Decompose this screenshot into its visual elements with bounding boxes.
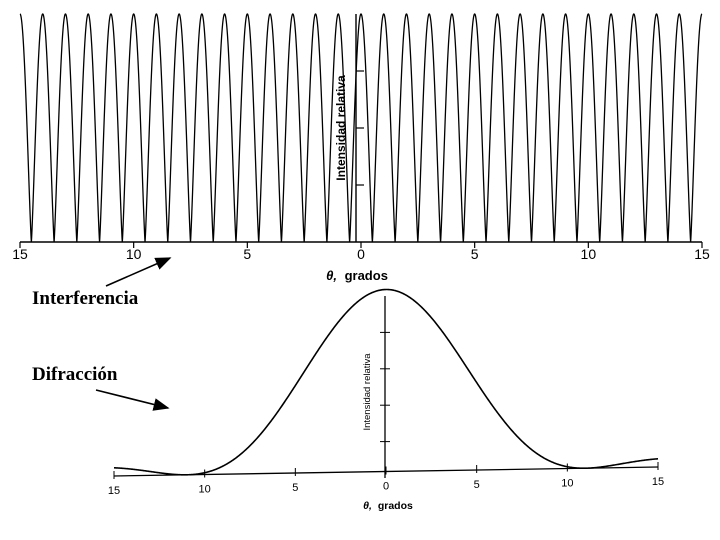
interference-x-tick-label: 10 — [126, 246, 142, 262]
diffraction-x-tick-label: 10 — [199, 484, 211, 496]
diffraction-chart: 15 10 5 0 5 10 15 Intensidad relativa θ, grado… — [108, 288, 664, 512]
diffraction-curve — [113, 288, 659, 476]
interference-y-axis-label: Intensidad relativa — [334, 75, 348, 181]
diffraction-x-axis-unit: grados — [378, 500, 413, 512]
diffraction-x-axis-label: θ, grados — [363, 500, 413, 512]
diffraction-x-tick-label: 5 — [474, 479, 480, 491]
diffraction-x-tick-label: 0 — [383, 481, 389, 493]
interference-curve — [19, 13, 703, 243]
interference-arrow — [105, 257, 172, 287]
diffraction-y-ticks — [380, 331, 390, 443]
interference-x-tick-label: 0 — [357, 246, 365, 262]
diffraction-label: Difracción — [32, 364, 118, 385]
diffraction-y-axis-label: Intensidad relativa — [362, 353, 373, 431]
interference-x-axis-label: θ, grados — [326, 268, 388, 283]
interference-x-tick-label: 10 — [581, 246, 597, 262]
interference-x-ticks: 15 10 5 0 5 10 15 — [12, 242, 710, 262]
interference-x-tick-label: 15 — [12, 246, 28, 262]
interference-chart: 15 10 5 0 5 10 15 Intensidad relativa θ, grado… — [12, 13, 710, 283]
interference-x-tick-label: 15 — [694, 246, 710, 262]
interference-label: Interferencia — [32, 288, 139, 309]
diffraction-arrow — [95, 389, 170, 411]
interference-x-axis-unit: grados — [345, 268, 388, 283]
diffraction-x-ticks: 15 10 5 0 5 10 15 — [108, 462, 664, 497]
diffraction-x-tick-label: 15 — [108, 485, 120, 497]
interference-x-tick-label: 5 — [243, 246, 251, 262]
interference-y-ticks — [356, 70, 364, 186]
interference-x-axis-symbol: θ, — [326, 268, 337, 283]
diffraction-x-tick-label: 10 — [561, 478, 573, 490]
diffraction-x-axis-symbol: θ, — [363, 500, 372, 512]
interference-x-tick-label: 5 — [471, 246, 479, 262]
diffraction-x-tick-label: 5 — [292, 482, 298, 494]
diffraction-x-tick-label: 15 — [652, 476, 664, 488]
